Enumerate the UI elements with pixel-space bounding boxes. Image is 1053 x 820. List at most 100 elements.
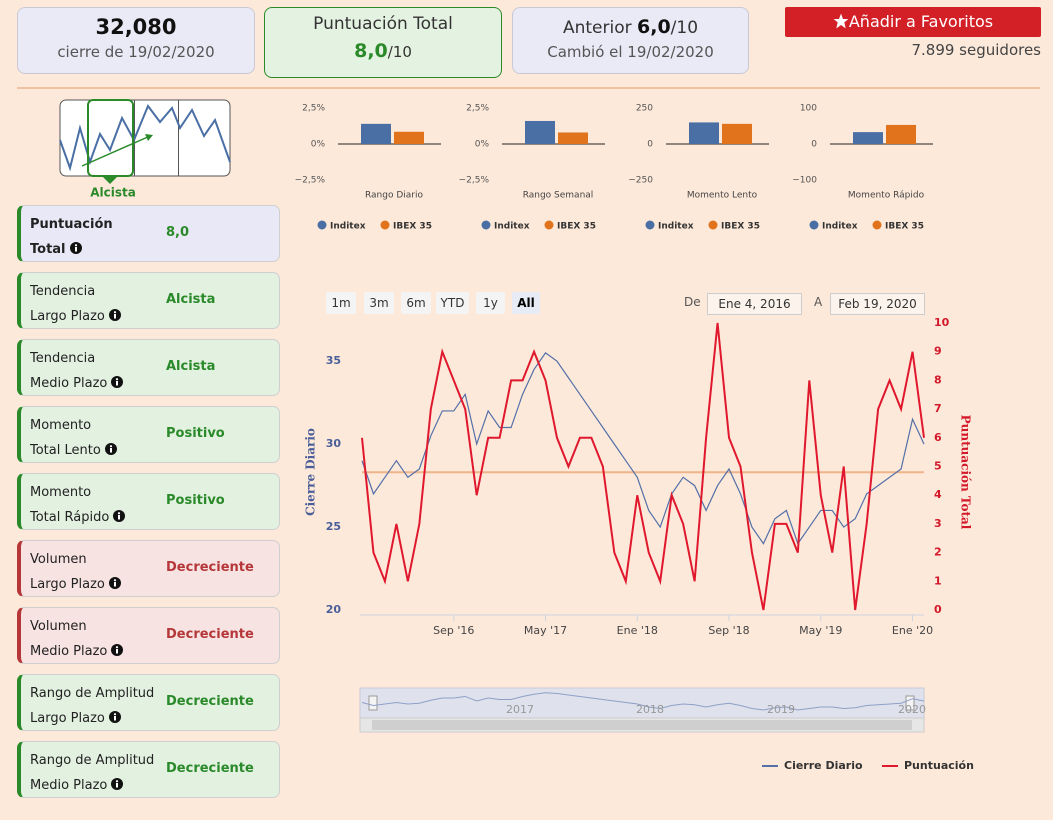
legend-label: IBEX 35 bbox=[885, 222, 924, 232]
indicator-label: Momento Total Lento bbox=[30, 413, 117, 463]
from-date[interactable]: Ene 4, 2016 bbox=[707, 293, 802, 315]
y2-tick-label: 5 bbox=[934, 460, 942, 473]
bar bbox=[853, 132, 883, 144]
legend-dot bbox=[708, 220, 718, 230]
indicator-label-text: Volumen bbox=[30, 552, 87, 567]
indicator-card: Rango de Amplitud Medio Plazo Decreciente bbox=[17, 741, 280, 798]
y-axis-label: Cierre Diario bbox=[304, 428, 318, 516]
indicator-value: Alcista bbox=[166, 292, 216, 307]
bar bbox=[394, 131, 424, 144]
indicator-label: Rango de Amplitud Medio Plazo bbox=[30, 748, 154, 798]
bar bbox=[525, 120, 555, 144]
indicator-label-line: Momento bbox=[30, 480, 125, 505]
star-icon bbox=[833, 13, 849, 29]
navigator-label: 2020 bbox=[898, 703, 926, 716]
indicator-label-text: Medio Plazo bbox=[30, 778, 108, 793]
y-tick-label: 0% bbox=[311, 140, 326, 150]
favorite-button[interactable]: Añadir a Favoritos bbox=[785, 7, 1041, 37]
navigator bbox=[359, 687, 925, 733]
range-button[interactable]: 3m bbox=[364, 292, 394, 314]
indicator-label-text: Medio Plazo bbox=[30, 644, 108, 659]
indicator-value: Decreciente bbox=[166, 694, 254, 709]
indicator-label: Tendencia Medio Plazo bbox=[30, 346, 124, 396]
info-icon[interactable] bbox=[108, 577, 121, 589]
y2-tick-label: 9 bbox=[934, 345, 942, 358]
y2-tick-label: 10 bbox=[934, 316, 950, 329]
info-icon[interactable] bbox=[111, 376, 124, 388]
legend-dot bbox=[872, 220, 882, 230]
range-button[interactable]: YTD bbox=[436, 292, 469, 314]
bar bbox=[689, 122, 719, 144]
y2-tick-label: 3 bbox=[934, 517, 942, 530]
y2-tick-label: 4 bbox=[934, 488, 942, 501]
navigator-series bbox=[361, 692, 925, 711]
line-series bbox=[361, 352, 925, 545]
indicator-card: Rango de Amplitud Largo Plazo Decreciente bbox=[17, 674, 280, 731]
info-icon[interactable] bbox=[104, 443, 117, 455]
previous-box: Anterior 6,0/10 Cambió el 19/02/2020 bbox=[512, 7, 749, 74]
y-tick-label: −2,5% bbox=[459, 176, 490, 186]
y-tick-label: 0% bbox=[475, 140, 490, 150]
y2-axis-label: Puntuación Total bbox=[959, 415, 973, 530]
range-button[interactable]: 6m bbox=[401, 292, 431, 314]
indicator-label: Tendencia Largo Plazo bbox=[30, 279, 121, 329]
indicator-label-line: Tendencia bbox=[30, 346, 123, 371]
indicator-value: Positivo bbox=[166, 493, 225, 508]
previous-score: 6,0 bbox=[637, 16, 671, 38]
range-button[interactable]: 1m bbox=[326, 292, 356, 314]
y-tick-label: 35 bbox=[326, 354, 341, 367]
x-axis-label: Rango Semanal bbox=[523, 191, 594, 201]
indicator-label: Momento Total Rápido bbox=[30, 480, 126, 530]
x-tick-label: Sep '16 bbox=[433, 624, 474, 637]
range-button[interactable]: 1y bbox=[476, 292, 505, 314]
indicator-label-line: Puntuación bbox=[30, 212, 113, 237]
indicator-value: Decreciente bbox=[166, 560, 254, 575]
indicator-label-text: Total Lento bbox=[30, 443, 101, 458]
y2-tick-label: 8 bbox=[934, 373, 942, 386]
navigator-label: 2017 bbox=[506, 703, 534, 716]
info-icon[interactable] bbox=[111, 778, 124, 790]
info-icon[interactable] bbox=[108, 309, 121, 321]
indicator-label-text: Total Rápido bbox=[30, 510, 110, 525]
score-title: Puntuación Total bbox=[313, 14, 453, 34]
info-icon[interactable] bbox=[108, 711, 121, 723]
bar bbox=[558, 132, 588, 144]
y2-tick-label: 1 bbox=[934, 574, 942, 587]
indicator-label-text: Largo Plazo bbox=[30, 309, 105, 324]
changed-caption: Cambió el 19/02/2020 bbox=[547, 43, 714, 61]
x-tick-label: May '17 bbox=[524, 624, 567, 637]
to-date[interactable]: Feb 19, 2020 bbox=[830, 293, 925, 315]
indicator-label-text: Rango de Amplitud bbox=[30, 753, 155, 768]
indicator-label-text: Rango de Amplitud bbox=[30, 686, 155, 701]
indicator-label-line: Largo Plazo bbox=[30, 706, 154, 731]
legend-dot bbox=[317, 220, 327, 230]
score-value: 8,0 bbox=[354, 40, 388, 62]
x-tick-label: Sep '18 bbox=[708, 624, 749, 637]
navigator-label: 2019 bbox=[767, 703, 795, 716]
info-icon[interactable] bbox=[111, 644, 124, 656]
y-tick-label: 20 bbox=[326, 603, 342, 616]
indicator-label-text: Tendencia bbox=[30, 351, 96, 366]
x-axis-label: Rango Diario bbox=[365, 191, 424, 201]
indicator-label-line: Momento bbox=[30, 413, 117, 438]
info-icon[interactable] bbox=[113, 510, 126, 522]
indicator-value: Decreciente bbox=[166, 761, 254, 776]
indicator-card: Momento Total Lento Positivo bbox=[17, 406, 280, 463]
legend-label: Inditex bbox=[658, 222, 694, 232]
trend-label: Alcista bbox=[90, 186, 136, 200]
score-max: /10 bbox=[387, 43, 412, 61]
bar bbox=[886, 124, 916, 144]
legend-dot bbox=[645, 220, 655, 230]
y2-tick-label: 0 bbox=[934, 603, 942, 616]
indicator-label-line: Rango de Amplitud bbox=[30, 681, 154, 706]
indicator-label: Volumen Medio Plazo bbox=[30, 614, 124, 664]
range-button[interactable]: All bbox=[512, 292, 540, 314]
indicator-label-line: Medio Plazo bbox=[30, 371, 124, 396]
x-axis-label: Momento Rápido bbox=[848, 191, 925, 201]
indicator-label: Volumen Largo Plazo bbox=[30, 547, 121, 597]
indicator-label: Rango de Amplitud Largo Plazo bbox=[30, 681, 154, 731]
indicator-label-text: Total bbox=[30, 242, 66, 257]
info-icon[interactable] bbox=[69, 242, 82, 254]
indicator-label-text: Puntuación bbox=[30, 217, 113, 232]
